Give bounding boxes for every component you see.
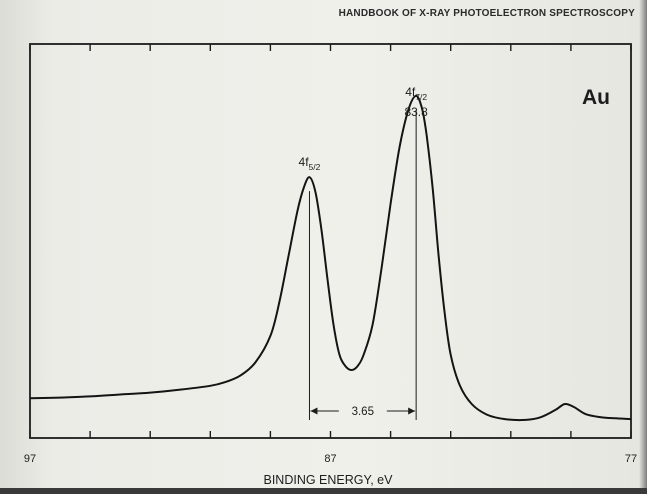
x-tick-label-0: 97 (24, 453, 36, 465)
peak-value-1: 83.8 (404, 105, 428, 119)
element-label: Au (582, 86, 610, 109)
x-axis-label: BINDING ENERGY, eV (264, 473, 394, 487)
arrowhead-right (408, 407, 416, 415)
peak-label-subscript-0: 5/2 (309, 162, 321, 172)
x-tick-label-2: 77 (625, 453, 637, 465)
x-axis-tick-labels: 97 87 77 (24, 453, 637, 465)
page-edge-shadow (639, 0, 647, 494)
au-4f-spectrum-line (29, 94, 632, 422)
x-axis-ticks (29, 44, 632, 438)
separation-label: 3.65 (352, 406, 374, 418)
peak-annotations: 4f5/2 4f7/2 83.8 3.65 (299, 85, 428, 420)
arrowhead-left (310, 407, 318, 415)
x-tick-label-1: 87 (324, 453, 336, 465)
page-header: HANDBOOK OF X-RAY PHOTOELECTRON SPECTROS… (338, 8, 635, 19)
peak-label-subscript-1: 7/2 (415, 92, 427, 102)
scan-bottom-border (0, 488, 647, 494)
plot-frame (29, 43, 632, 439)
peak-label-0: 4f5/2 (299, 155, 321, 172)
peak-label-1: 4f7/2 (405, 85, 427, 102)
